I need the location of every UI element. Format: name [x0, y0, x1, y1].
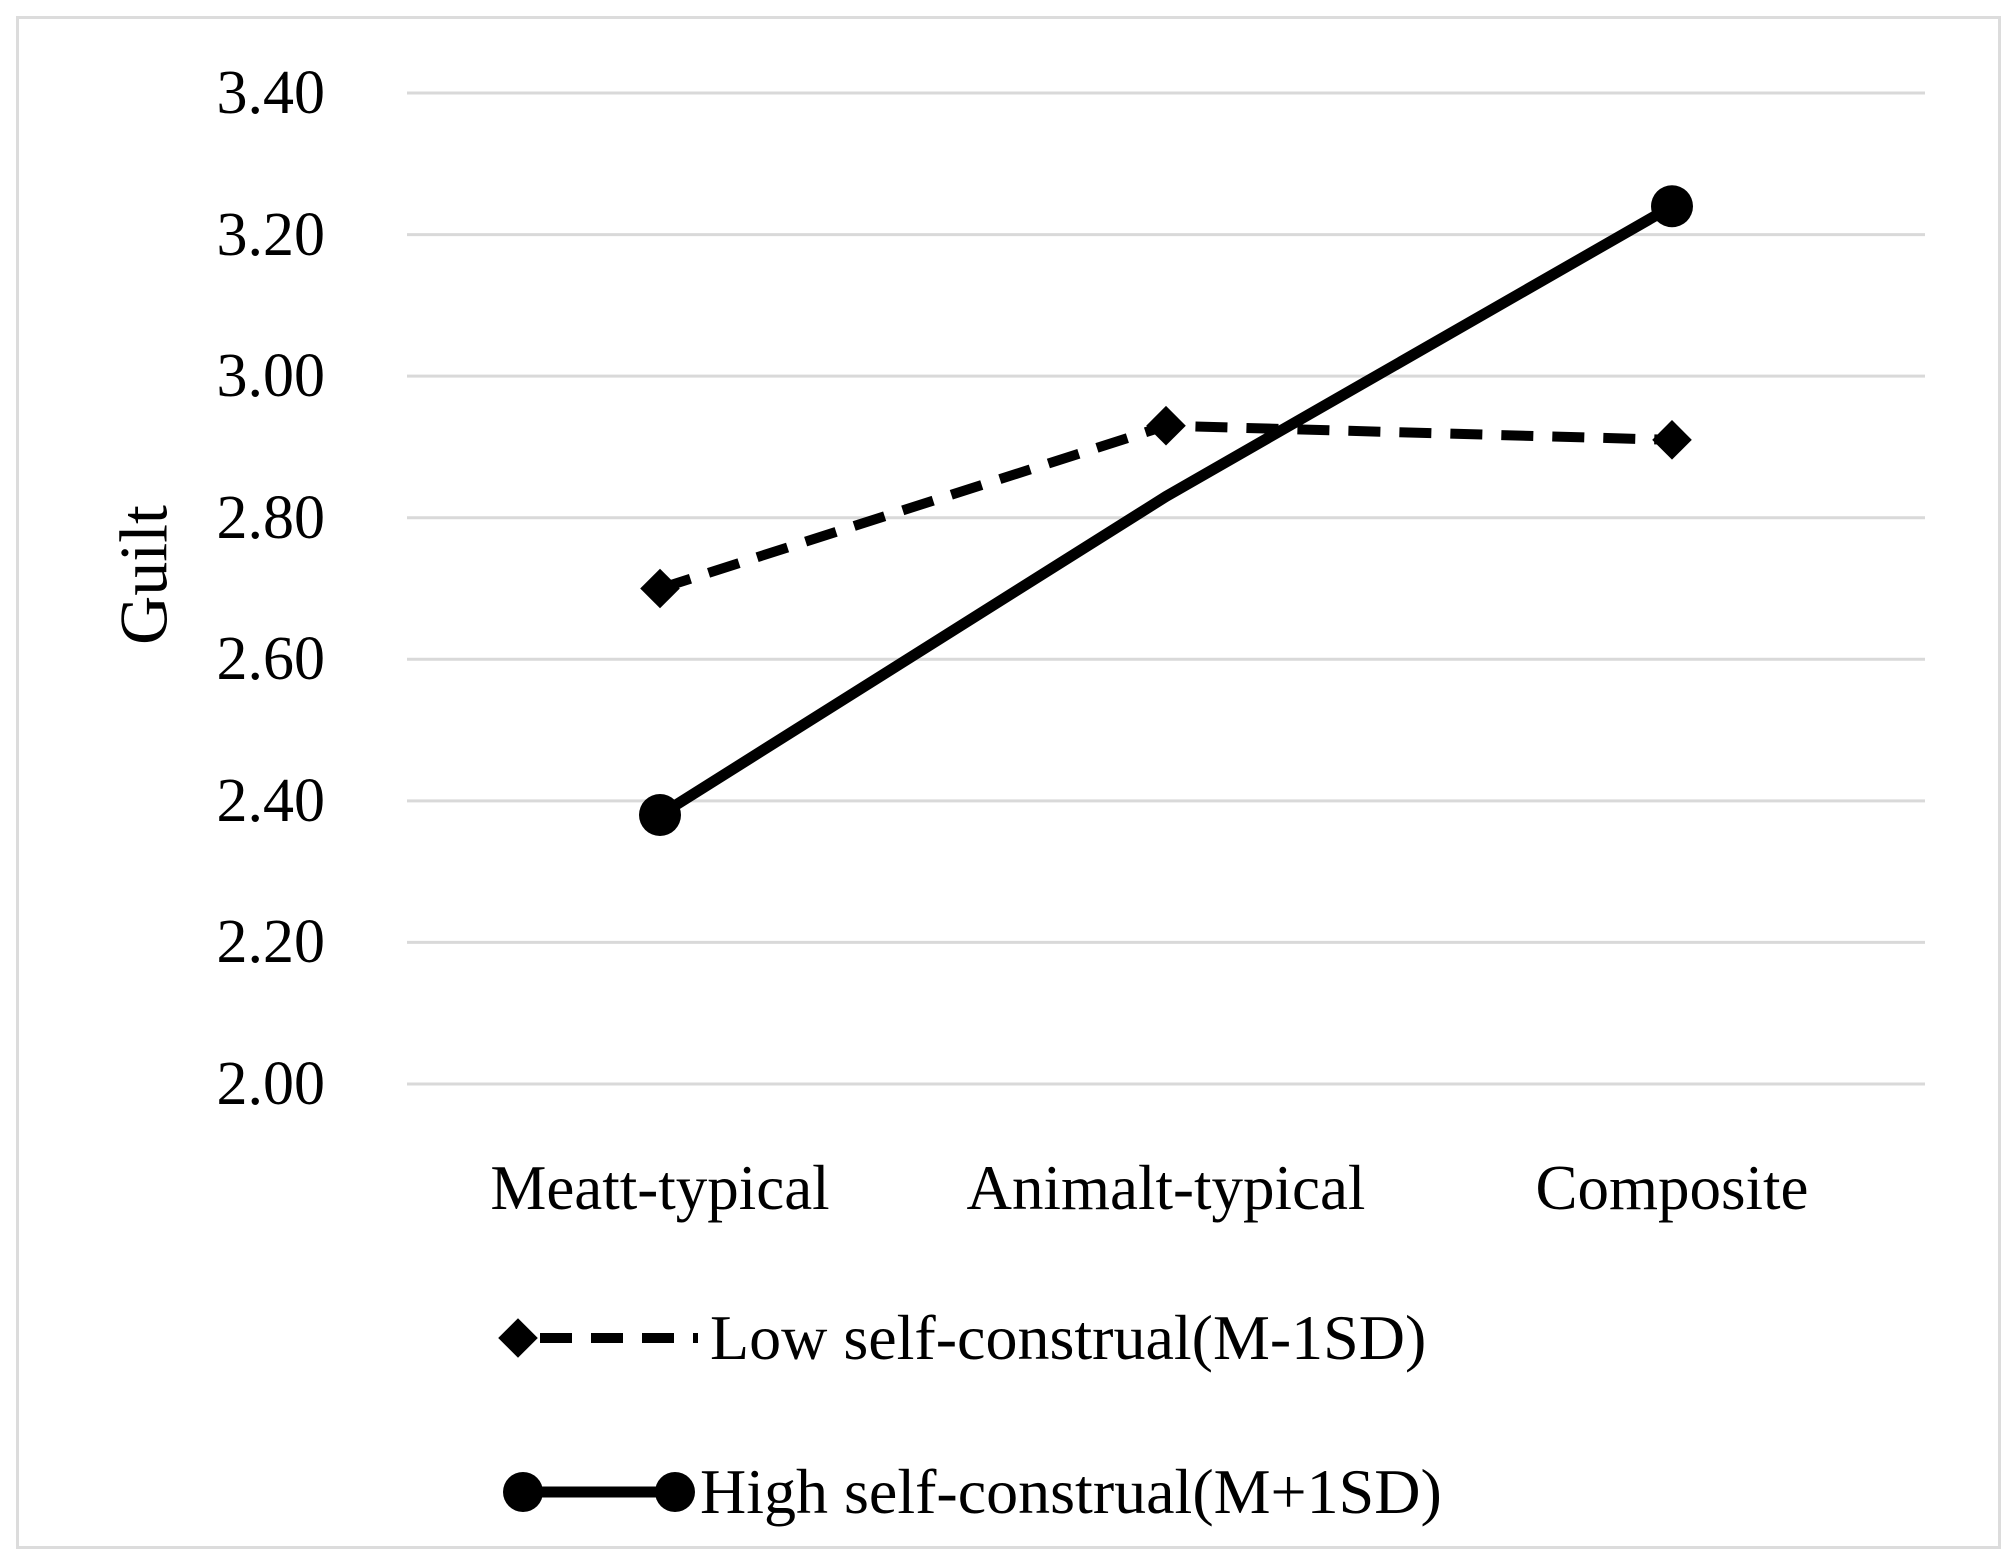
diamond-marker: [1652, 420, 1692, 460]
y-tick-label: 3.00: [216, 342, 326, 411]
x-category-label: Composite: [1535, 1153, 1809, 1223]
legend-label-high: High self-construal(M+1SD): [700, 1456, 1442, 1527]
diamond-marker: [1146, 405, 1186, 446]
x-category-label: Animalt-typical: [966, 1153, 1366, 1223]
x-category-label: Meatt-typical: [490, 1153, 830, 1223]
y-tick-label: 2.40: [216, 766, 326, 835]
y-tick-label: 2.80: [216, 483, 326, 552]
legend-item-high-self-construal: High self-construal(M+1SD): [498, 1451, 1442, 1533]
circle-marker: [639, 794, 681, 837]
legend-item-low-self-construal: Low self-construal(M-1SD): [498, 1297, 1426, 1379]
y-tick-label: 2.20: [216, 908, 326, 977]
y-tick-label: 3.40: [216, 59, 326, 127]
y-tick-label: 2.00: [216, 1050, 326, 1118]
series-line-high: [657, 201, 1675, 820]
legend-label-low: Low self-construal(M-1SD): [710, 1302, 1427, 1373]
solid-line-circle-swatch: [503, 1472, 695, 1512]
y-tick-label: 2.60: [216, 625, 326, 694]
diamond-marker: [640, 568, 680, 609]
circle-marker: [1651, 185, 1693, 228]
dashed-line-diamond-swatch: [498, 1318, 698, 1358]
figure-border: [16, 16, 2001, 1549]
y-tick-label: 3.20: [216, 200, 326, 269]
series-line-low: [658, 420, 1673, 594]
